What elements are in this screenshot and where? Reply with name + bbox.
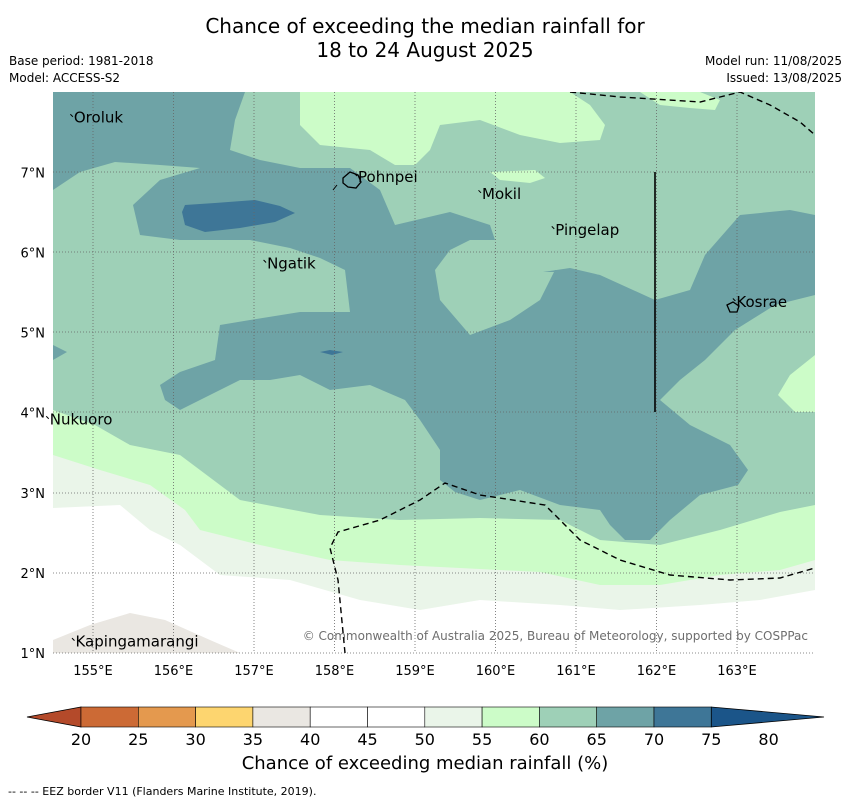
base-period-text: Base period: 1981-2018 [9,54,154,68]
lon-tick-label: 163°E [717,664,757,679]
meta-left: Base period: 1981-2018 Model: ACCESS-S2 [9,53,154,87]
pohnpei-eez-tick [332,184,338,191]
meta-right: Model run: 11/08/2025 Issued: 13/08/2025 [705,53,842,87]
place-label-ngatik: Ngatik [267,255,316,273]
place-marker-pingelap [551,226,555,230]
lat-tick-label: 5°N [21,327,46,342]
chart-title: Chance of exceeding the median rainfall … [0,14,850,62]
lon-tick-label: 157°E [234,664,274,679]
lat-tick-label: 2°N [21,567,46,582]
colorbar-tick-label: 80 [758,730,778,749]
lon-tick-label: 161°E [556,664,596,679]
band-75-80-small [320,350,343,355]
colorbar-tick-label: 25 [128,730,148,749]
colorbar-swatch [481,706,540,728]
colorbar-tick-label: 75 [701,730,721,749]
place-marker-mokil [478,189,482,194]
colorbar-label: Chance of exceeding median rainfall (%) [241,753,609,774]
colorbar-extend-low [26,706,82,728]
colorbar-tick-label: 30 [185,730,205,749]
eez-border-north [569,92,815,136]
lat-tick-label: 4°N [21,407,46,422]
lat-tick-label: 6°N [21,247,46,262]
issued-text: Issued: 13/08/2025 [726,71,842,85]
lat-tick-label: 3°N [21,487,46,502]
colorbar-swatch [539,706,598,728]
place-marker-nukuoro [45,415,50,420]
title-line-2: 18 to 24 August 2025 [316,38,534,62]
band-60-65-north [300,92,605,165]
colorbar-tick-label: 55 [472,730,492,749]
colorbar-tick-label: 20 [71,730,91,749]
colorbar: 20 25 30 35 40 45 50 55 60 65 70 75 80 [26,706,825,749]
colorbar-extend-high [710,706,825,728]
model-text: Model: ACCESS-S2 [9,71,121,85]
model-run-text: Model run: 11/08/2025 [704,54,842,68]
place-marker-pohnpei [354,173,358,177]
place-marker-oroluk [70,113,74,118]
eez-borders [329,92,815,653]
place-label-oroluk: Oroluk [74,109,123,127]
colorbar-swatch [309,706,368,728]
eez-border-south [329,482,815,653]
place-label-mokil: Mokil [482,185,521,203]
longitude-tick-labels: 155°E 156°E 157°E 158°E 159°E 160°E 161°E 162°E… [73,664,757,679]
pohnpei-island-outline [342,171,362,189]
colorbar-tick-label: 70 [644,730,664,749]
colorbar-swatch [138,706,196,728]
colorbar-swatch [80,706,139,728]
lat-tick-label: 7°N [21,166,46,181]
band-70-75-kosrae-tip [543,268,600,275]
rainfall-probability-field [53,92,815,653]
colorbar-tick-label: 40 [300,730,320,749]
latitude-tick-labels: 1°N 2°N 3°N 4°N 5°N 6°N 7°N [21,166,46,662]
place-marker-ngatik [263,259,267,263]
lon-tick-label: 156°E [154,664,194,679]
map-graticule [53,92,815,654]
band-40-45-south [53,613,240,653]
place-marker-kosrae [732,298,736,302]
colorbar-swatch [195,706,254,728]
colorbar-tick-label: 45 [357,730,377,749]
colorbar-tick-label: 60 [529,730,549,749]
place-label-pohnpei: Pohnpei [358,168,418,186]
colorbar-swatch [653,706,712,728]
colorbar-swatch [252,706,311,728]
colorbar-tick-label: 65 [587,730,607,749]
place-marker-kapingamarangi [71,637,75,641]
title-line-1: Chance of exceeding the median rainfall … [205,14,645,38]
colorbar-swatch [424,706,483,728]
colorbar-swatch [596,706,655,728]
lon-tick-label: 159°E [395,664,435,679]
footer-note: -- -- -- EEZ border V11 (Flanders Marine… [8,785,317,798]
place-label-kapingamarangi: Kapingamarangi [75,633,198,651]
colorbar-swatch [367,706,426,728]
lon-tick-label: 162°E [637,664,677,679]
place-label-nukuoro: Nukuoro [50,411,113,429]
kosrae-island-outline [726,301,740,313]
places-layer: Oroluk Pohnpei Mokil Pingelap Ngatik Kosrae Nu… [45,109,787,651]
band-45-55-south [53,505,815,653]
place-label-pingelap: Pingelap [555,221,619,239]
lon-tick-label: 158°E [315,664,355,679]
copyright-text: © Commonwealth of Australia 2025, Bureau… [303,629,808,643]
band-60-65-east [778,355,815,412]
band-75-80-west [182,200,295,232]
band-70-75-west-edge [53,345,67,360]
colorbar-tick-label: 50 [415,730,435,749]
band-60-65-mokil [490,170,545,183]
lat-tick-label: 1°N [21,647,46,662]
place-label-kosrae: Kosrae [736,293,787,311]
lon-tick-label: 155°E [73,664,113,679]
colorbar-tick-label: 35 [243,730,263,749]
lon-tick-label: 160°E [476,664,516,679]
